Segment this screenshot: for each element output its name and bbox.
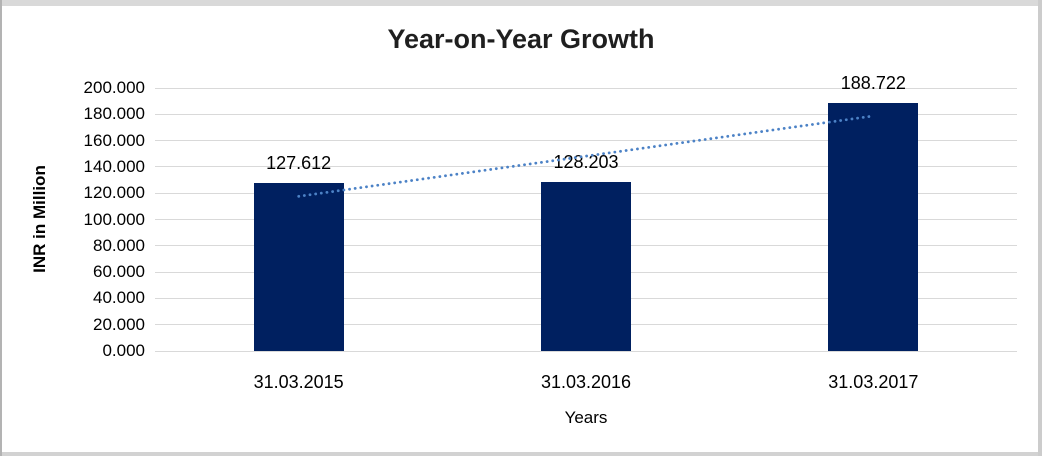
y-axis-tick-label: 140.000	[83, 156, 145, 176]
bar-31.03.2015	[253, 183, 344, 351]
y-axis-tick-label: 80.000	[93, 235, 145, 255]
frame-border-top	[0, 0, 1042, 6]
x-axis-title: Years	[564, 408, 608, 427]
gridline	[155, 113, 1017, 115]
y-axis-tick-label: 20.000	[93, 314, 145, 334]
frame-border-left	[0, 0, 2, 456]
frame-border-bottom	[0, 452, 1042, 456]
y-axis-tick-label: 100.000	[83, 209, 145, 229]
gridline	[155, 350, 1017, 352]
y-axis-tick-label: 160.000	[83, 130, 145, 150]
y-axis-tick-label: 0.000	[102, 341, 145, 360]
x-axis-category-label: 31.03.2017	[828, 372, 919, 392]
gridline	[155, 87, 1017, 89]
gridline	[155, 140, 1017, 142]
trendline	[297, 114, 875, 198]
x-axis-category-label: 31.03.2015	[253, 372, 344, 392]
y-axis-title: INR in Million	[30, 165, 49, 273]
chart-title: Year-on-Year Growth	[387, 24, 655, 54]
y-axis-tick-label: 60.000	[93, 262, 145, 282]
y-axis-tick-label: 200.000	[83, 78, 145, 97]
gridline	[155, 166, 1017, 168]
y-axis-tick-label: 120.000	[83, 183, 145, 203]
frame-border-right	[1038, 0, 1042, 456]
y-axis-tick-label: 40.000	[93, 288, 145, 308]
data-label: 188.722	[840, 72, 906, 93]
bar-31.03.2016	[541, 182, 631, 351]
y-axis-tick-label: 180.000	[83, 104, 145, 124]
x-axis-category-label: 31.03.2016	[540, 372, 632, 392]
bar-31.03.2017	[828, 102, 919, 351]
data-label: 127.612	[266, 153, 332, 174]
